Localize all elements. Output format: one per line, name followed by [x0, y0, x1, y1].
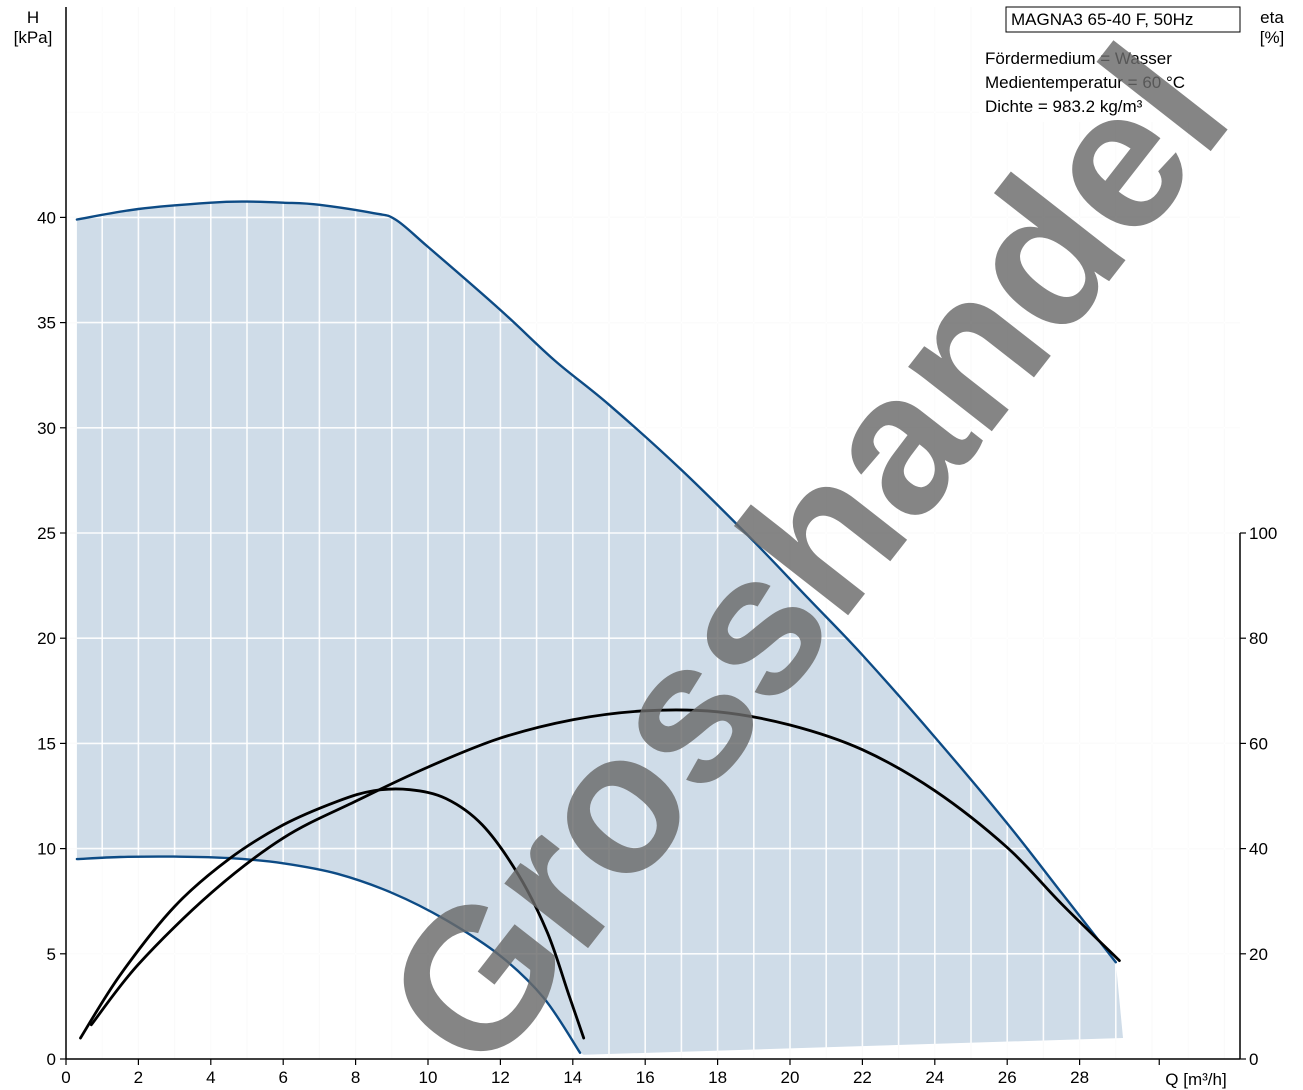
left-axis-title-line-2: [kPa]: [14, 28, 53, 47]
x-tick-label: 20: [781, 1068, 800, 1087]
curve-efficiency-max-speed: [89, 708, 1121, 1027]
x-tick-label: 6: [278, 1068, 287, 1087]
x-tick-label: 12: [491, 1068, 510, 1087]
y-left-tick-label: 10: [37, 840, 56, 859]
y-left-tick-label: 40: [37, 208, 56, 227]
y-right-tick-label: 60: [1249, 734, 1268, 753]
x-tick-label: 4: [206, 1068, 215, 1087]
right-axis-title-line-1: eta: [1260, 8, 1284, 27]
x-tick-label: 28: [1070, 1068, 1089, 1087]
info-box-title-frame: [1005, 6, 1241, 33]
info-line-density: Dichte = 983.2 kg/m³: [985, 97, 1143, 116]
info-line-medium: Fördermedium = Wasser: [985, 49, 1172, 68]
right-axis-title-line-2: [%]: [1260, 28, 1285, 47]
info-box-title: MAGNA3 65-40 F, 50Hz: [1011, 10, 1193, 29]
y-right-tick-label: 100: [1249, 524, 1277, 543]
chart-curves: [66, 7, 1240, 1059]
y-left-tick-label: 15: [37, 734, 56, 753]
y-left-tick-label: 25: [37, 524, 56, 543]
y-left-tick-label: 0: [47, 1050, 56, 1069]
y-right-tick-label: 0: [1249, 1050, 1258, 1069]
x-tick-label: 10: [419, 1068, 438, 1087]
x-tick-label: 14: [563, 1068, 582, 1087]
y-left-tick-label: 5: [47, 945, 56, 964]
curve-pump-curve-max: [75, 200, 1117, 964]
axis-titles: H [kPa] eta [%] Q [m³/h]: [14, 8, 1285, 1089]
y-left-tick-label: 30: [37, 419, 56, 438]
x-tick-label: 26: [998, 1068, 1017, 1087]
curve-efficiency-min-speed: [79, 787, 586, 1040]
x-axis-title: Q [m³/h]: [1165, 1070, 1226, 1089]
x-tick-label: 2: [134, 1068, 143, 1087]
operating-range-area: [76, 201, 1123, 1055]
tick-labels: 0 2 4 6 8 10 12 14 16 18 20 22 24 26 28051015202530354…: [37, 208, 1277, 1087]
y-left-tick-label: 35: [37, 314, 56, 333]
x-tick-label: 22: [853, 1068, 872, 1087]
chart-axes: [60, 7, 1246, 1065]
x-tick-label: 0: [61, 1068, 70, 1087]
y-right-tick-label: 20: [1249, 945, 1268, 964]
x-tick-label: 8: [351, 1068, 360, 1087]
info-line-temperature: Medientemperatur = 60 °C: [985, 73, 1185, 92]
x-tick-label: 24: [925, 1068, 944, 1087]
x-tick-label: 18: [708, 1068, 727, 1087]
y-left-tick-label: 20: [37, 629, 56, 648]
x-tick-label: 16: [636, 1068, 655, 1087]
y-right-tick-label: 80: [1249, 629, 1268, 648]
left-axis-title-line-1: H: [27, 8, 39, 27]
info-box: MAGNA3 65-40 F, 50Hz Fördermedium = Wass…: [979, 6, 1241, 122]
curve-pump-curve-min: [75, 855, 582, 1054]
y-right-tick-label: 40: [1249, 840, 1268, 859]
